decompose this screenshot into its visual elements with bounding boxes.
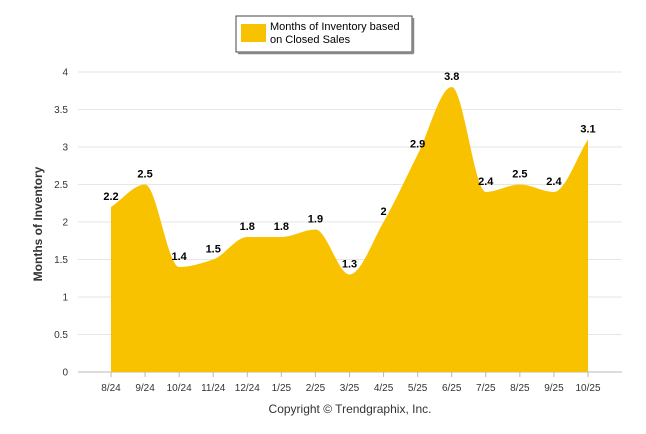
y-axis-title: Months of Inventory bbox=[31, 166, 45, 281]
legend-label-line-1: Months of Inventory based bbox=[270, 21, 400, 33]
data-label: 3.8 bbox=[444, 71, 459, 83]
data-label: 1.4 bbox=[171, 251, 187, 263]
data-label: 1.3 bbox=[342, 259, 357, 271]
x-tick-label: 9/25 bbox=[544, 383, 564, 394]
y-tick-label: 0 bbox=[62, 368, 68, 379]
data-label: 2.5 bbox=[137, 169, 152, 181]
x-tick-label: 5/25 bbox=[408, 383, 428, 394]
x-tick-label: 6/25 bbox=[442, 383, 462, 394]
data-label: 3.1 bbox=[580, 124, 595, 136]
area-layer bbox=[111, 87, 588, 372]
x-tick-label: 8/24 bbox=[101, 383, 121, 394]
x-axis-ticks: 8/24 9/24 10/24 11/24 12/24 1/25 2/25 3/25 4/25 5… bbox=[101, 372, 601, 394]
data-label: 1.8 bbox=[274, 221, 289, 233]
x-tick-label: 11/24 bbox=[201, 383, 226, 394]
x-tick-label: 10/25 bbox=[575, 383, 600, 394]
data-label: 2.4 bbox=[546, 176, 562, 188]
data-label: 2 bbox=[381, 206, 387, 218]
y-tick-label: 1.5 bbox=[54, 255, 68, 266]
y-tick-label: 2 bbox=[62, 218, 68, 229]
y-tick-label: 0.5 bbox=[54, 330, 68, 341]
data-labels: 2.2 2.5 1.4 1.5 1.8 1.8 1.9 1.3 2 2.9 3.8 2.4 2.5 2.4… bbox=[103, 71, 595, 271]
data-label: 2.5 bbox=[512, 169, 527, 181]
x-tick-label: 2/25 bbox=[306, 383, 326, 394]
copyright-credit: Copyright © Trendgraphix, Inc. bbox=[269, 402, 432, 416]
x-tick-label: 7/25 bbox=[476, 383, 496, 394]
y-tick-label: 4 bbox=[62, 68, 68, 79]
x-tick-label: 9/24 bbox=[135, 383, 155, 394]
x-tick-label: 10/24 bbox=[167, 383, 192, 394]
x-tick-label: 8/25 bbox=[510, 383, 530, 394]
area-series[interactable] bbox=[111, 87, 588, 372]
data-label: 2.9 bbox=[410, 139, 425, 151]
y-axis-ticks: 0 0.5 1 1.5 2 2.5 3 3.5 4 bbox=[54, 68, 68, 379]
data-label: 2.4 bbox=[478, 176, 494, 188]
y-tick-label: 3 bbox=[62, 143, 68, 154]
x-tick-label: 4/25 bbox=[374, 383, 394, 394]
data-label: 1.9 bbox=[308, 214, 323, 226]
x-tick-label: 12/24 bbox=[235, 383, 260, 394]
legend[interactable]: Months of Inventory based on Closed Sale… bbox=[235, 15, 415, 55]
data-label: 1.8 bbox=[240, 221, 255, 233]
y-tick-label: 2.5 bbox=[54, 180, 68, 191]
y-tick-label: 3.5 bbox=[54, 105, 68, 116]
data-label: 2.2 bbox=[103, 191, 118, 203]
x-tick-label: 3/25 bbox=[340, 383, 360, 394]
x-tick-label: 1/25 bbox=[272, 383, 292, 394]
legend-label-line-2: on Closed Sales bbox=[270, 34, 351, 46]
data-label: 1.5 bbox=[206, 244, 221, 256]
legend-swatch bbox=[241, 24, 266, 42]
y-tick-label: 1 bbox=[62, 293, 68, 304]
